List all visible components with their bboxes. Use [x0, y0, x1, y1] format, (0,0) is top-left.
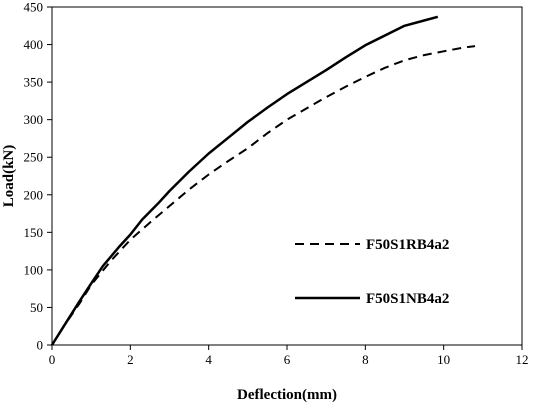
y-axis-label: Load(kN) — [1, 145, 17, 208]
series-line-f50s1rb4a2 — [51, 45, 476, 346]
x-tick-label: 10 — [437, 352, 450, 367]
series-line-f50s1nb4a2 — [50, 15, 439, 346]
x-tick-label: 4 — [205, 352, 212, 367]
x-tick-label: 6 — [284, 352, 291, 367]
legend-label: F50S1RB4a2 — [366, 237, 449, 253]
y-tick-label: 400 — [24, 37, 44, 52]
x-tick-label: 0 — [49, 352, 56, 367]
y-tick-label: 450 — [24, 0, 44, 15]
y-tick-label: 350 — [24, 75, 44, 90]
series-layer — [50, 15, 476, 346]
plot-area — [51, 6, 523, 346]
y-tick-label: 100 — [24, 262, 44, 277]
x-axis-ticks: 0 2 4 6 8 10 12 — [49, 345, 529, 367]
y-tick-label: 250 — [24, 150, 44, 165]
x-tick-label: 12 — [516, 352, 529, 367]
x-tick-label: 2 — [127, 352, 134, 367]
legend-label: F50S1NB4a2 — [366, 291, 449, 307]
y-tick-label: 0 — [37, 338, 44, 353]
y-axis-ticks: 0 50 100 150 200 250 300 350 400 450 — [24, 0, 52, 353]
y-tick-label: 300 — [24, 112, 44, 127]
x-tick-label: 8 — [362, 352, 369, 367]
legend: F50S1RB4a2 F50S1NB4a2 — [295, 237, 449, 307]
y-tick-label: 50 — [30, 300, 43, 315]
y-tick-label: 200 — [24, 187, 44, 202]
x-axis-label: Deflection(mm) — [237, 387, 337, 403]
y-tick-label: 150 — [24, 225, 44, 240]
